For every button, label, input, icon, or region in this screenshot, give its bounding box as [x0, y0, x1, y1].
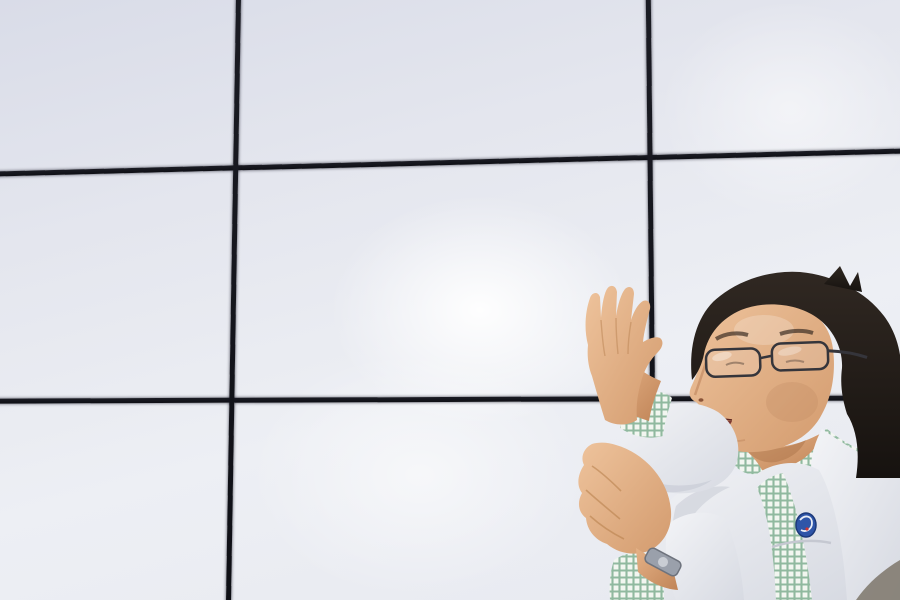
presenter-eyeglasses: [704, 340, 868, 378]
presenter-gesturing-hand: [578, 442, 744, 600]
corner-shadow: [856, 560, 900, 600]
presenter-eyebrow-right: [779, 328, 814, 336]
presenter-shirt-placket: [757, 473, 812, 600]
presenter-watch: [644, 547, 682, 577]
presenter-eyebrow-left: [714, 331, 749, 341]
presenter-raised-hand: [585, 285, 663, 425]
presenter-badge: [795, 512, 817, 538]
presenter-raised-arm: [585, 285, 739, 494]
presenter-hair: [691, 271, 900, 478]
presenter-face: [689, 299, 834, 453]
presenter-coat-cuff: [665, 512, 744, 600]
